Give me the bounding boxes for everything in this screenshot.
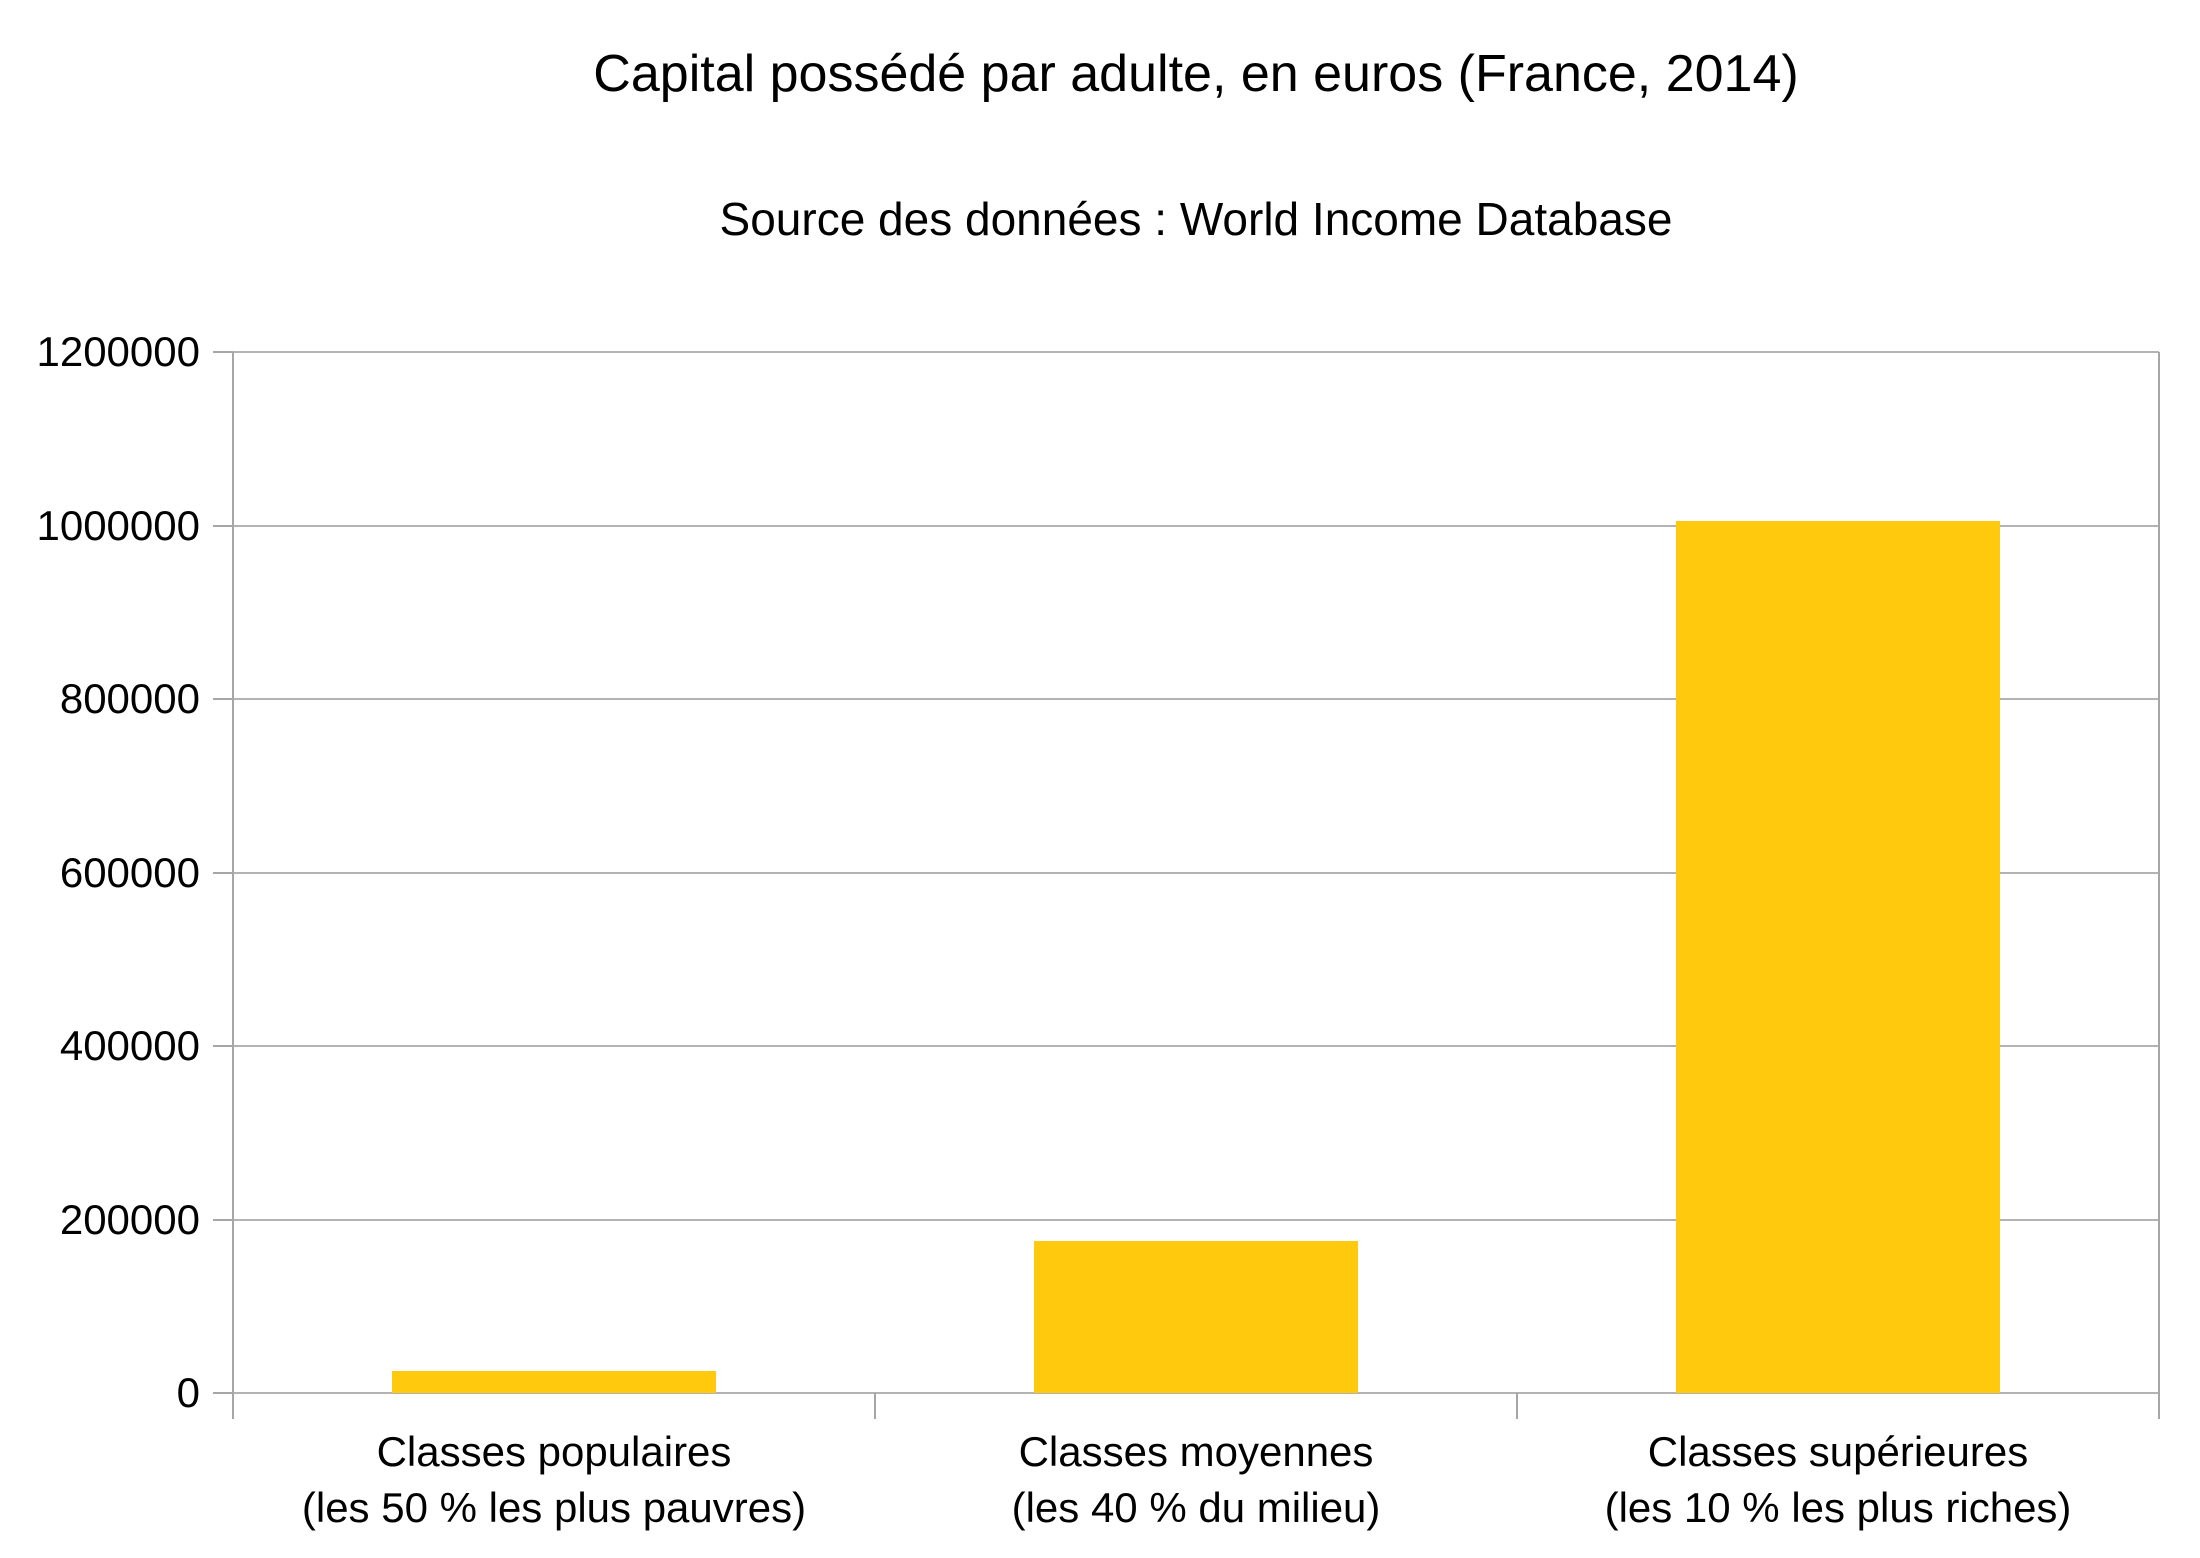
y-gridline xyxy=(233,871,2159,874)
y-axis-label: 200000 xyxy=(59,1195,200,1243)
y-gridline xyxy=(233,1392,2159,1394)
x-axis-label-classes-moyennes: Classes moyennes (les 40 % du milieu) xyxy=(875,1424,1517,1536)
y-gridline xyxy=(233,524,2159,527)
y-gridline xyxy=(233,1045,2159,1047)
x-axis-tick xyxy=(232,1393,234,1419)
x-axis-label-line1: Classes supérieures xyxy=(1647,1428,2029,1475)
bar-classes-populaires xyxy=(392,1371,716,1393)
y-axis-tick xyxy=(213,698,233,700)
y-axis-label: 400000 xyxy=(59,1022,200,1069)
y-axis-label: 0 xyxy=(176,1369,200,1416)
y-gridline xyxy=(233,698,2159,700)
y-axis-label: 600000 xyxy=(59,848,200,896)
x-axis-label-line2: (les 50 % les plus pauvres) xyxy=(301,1484,807,1531)
bar-classes-moyennes xyxy=(1034,1241,1358,1393)
y-axis-label: 800000 xyxy=(59,675,200,722)
y-axis-label: 1000000 xyxy=(36,501,200,549)
x-axis-label-line1: Classes populaires xyxy=(376,1428,732,1475)
chart-subtitle: Source des données : World Income Databa… xyxy=(719,193,1673,245)
chart-title: Capital possédé par adulte, en euros (Fr… xyxy=(593,45,1799,103)
y-axis-tick xyxy=(213,524,233,527)
x-axis-label-line2: (les 10 % les plus riches) xyxy=(1604,1484,2072,1531)
bar-classes-superieures xyxy=(1676,521,2000,1393)
x-axis-tick xyxy=(1516,1393,1518,1419)
x-axis-label-line1: Classes moyennes xyxy=(1018,1428,1374,1475)
y-axis-label: 1200000 xyxy=(36,328,200,375)
x-axis-tick xyxy=(874,1393,876,1419)
x-axis-tick xyxy=(2158,1393,2160,1419)
x-axis-label-classes-superieures: Classes supérieures (les 10 % les plus ri… xyxy=(1517,1424,2159,1536)
x-axis-label-classes-populaires: Classes populaires (les 50 % les plus pau… xyxy=(233,1424,875,1536)
y-axis-line xyxy=(232,352,234,1393)
right-axis-line xyxy=(2158,352,2160,1393)
y-axis-tick xyxy=(213,1218,233,1221)
y-axis-tick xyxy=(213,351,233,353)
y-axis-tick xyxy=(213,1045,233,1047)
y-axis-tick xyxy=(213,871,233,874)
x-axis-label-line2: (les 40 % du milieu) xyxy=(1011,1484,1381,1531)
y-gridline xyxy=(233,351,2159,353)
y-axis-tick xyxy=(213,1392,233,1394)
y-gridline xyxy=(233,1218,2159,1221)
